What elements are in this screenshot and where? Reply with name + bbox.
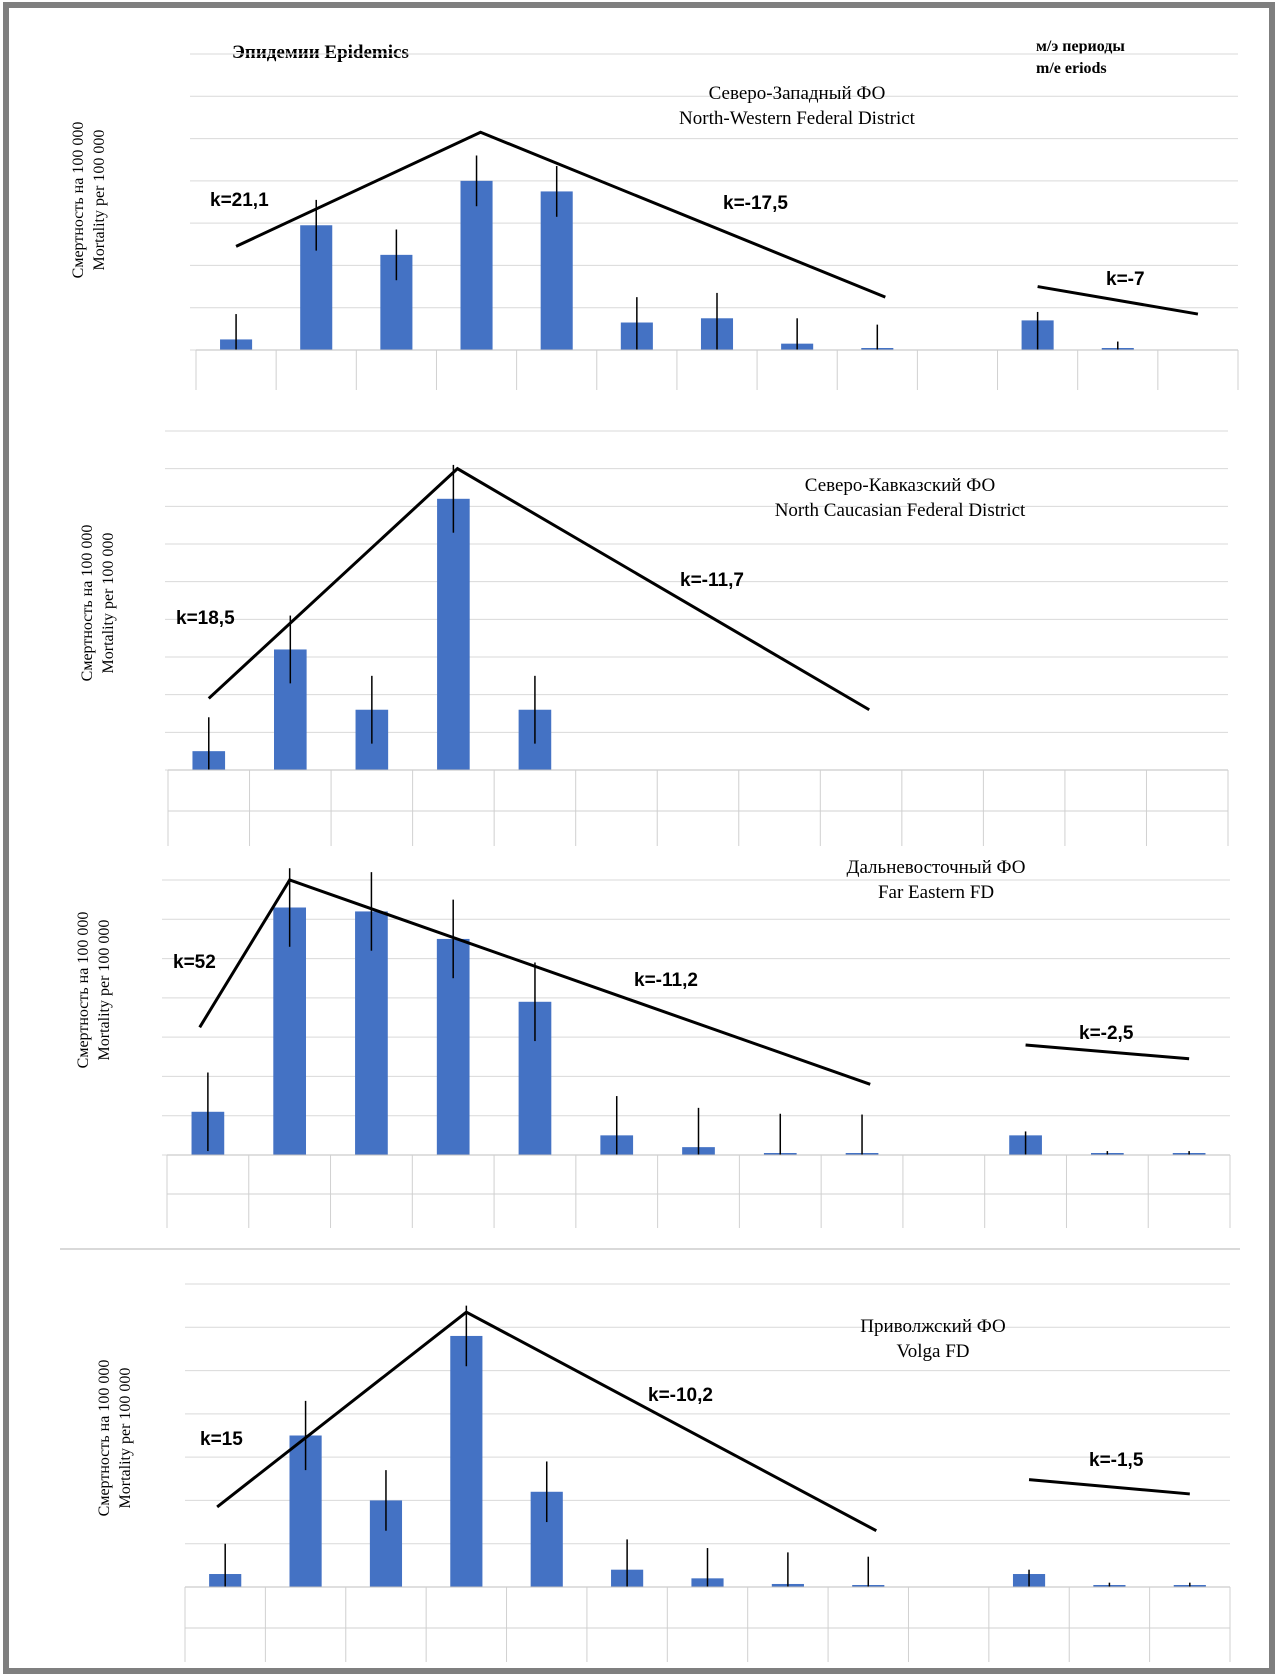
trend-label-rise: k=21,1: [210, 190, 269, 211]
y-axis-label-ru: Смертность на 100 000: [96, 1360, 113, 1517]
bar: [355, 911, 388, 1155]
trend-line: [235, 130, 886, 299]
trend-label-me: k=-7: [1106, 269, 1145, 290]
chart-title-en: North-Western Federal District: [679, 108, 916, 129]
epidemics-label: Эпидемии Epidemics: [232, 42, 409, 63]
bar: [273, 907, 307, 1155]
chart-title-ru: Приволжский ФО: [860, 1316, 1005, 1337]
trend-label-fall: k=-11,2: [634, 970, 698, 991]
bar: [460, 180, 493, 350]
chart-panel-north-western: Северо-Западный ФО North-Western Federal…: [70, 53, 1239, 390]
trend-label-me: k=-1,5: [1089, 1450, 1144, 1471]
chart-panel-volga: Приволжский ФО Volga FD k=15 k=-10,2 k=-…: [96, 1283, 1231, 1662]
y-axis-label-en: Mortality per 100 000: [96, 920, 113, 1061]
trend-label-me: k=-2,5: [1079, 1023, 1134, 1044]
trend-label-fall: k=-11,7: [680, 570, 744, 591]
chart-title-en: Far Eastern FD: [878, 882, 994, 903]
chart-title-ru: Дальневосточный ФО: [847, 857, 1026, 878]
chart-panel-north-caucasian: Северо-Кавказский ФО North Caucasian Fed…: [79, 430, 1229, 846]
bar: [540, 191, 573, 350]
chart-title-ru: Северо-Западный ФО: [709, 83, 886, 104]
trend-line: [207, 466, 870, 712]
chart-panel-far-eastern: Дальневосточный ФО Far Eastern FD k=52 k…: [75, 857, 1231, 1228]
trend-line: [1037, 285, 1199, 316]
trend-label-rise: k=18,5: [176, 608, 235, 629]
y-axis-label-en: Mortality per 100 000: [117, 1368, 134, 1509]
chart-title-en: Volga FD: [896, 1341, 969, 1362]
bar: [450, 1335, 483, 1587]
bar: [437, 498, 470, 770]
trend-label-fall: k=-10,2: [648, 1385, 713, 1406]
trend-label-rise: k=52: [173, 952, 216, 973]
me-periods-label-ru: м/э периоды: [1036, 38, 1125, 55]
y-axis-label-en: Mortality per 100 000: [100, 533, 117, 674]
trend-line: [1025, 1043, 1190, 1061]
chart-title-en: North Caucasian Federal District: [775, 500, 1026, 521]
y-axis-label-ru: Смертность на 100 000: [75, 912, 92, 1069]
me-periods-label-en: m/e eriods: [1036, 60, 1107, 77]
trend-line: [1028, 1478, 1190, 1496]
y-axis-label-ru: Смертность на 100 000: [79, 525, 96, 682]
chart-title-ru: Северо-Кавказский ФО: [805, 475, 995, 496]
y-axis-label-ru: Смертность на 100 000: [70, 122, 87, 279]
trend-label-rise: k=15: [200, 1429, 243, 1450]
figure-border: [3, 2, 1275, 1674]
trend-line: [198, 878, 871, 1086]
y-axis-label-en: Mortality per 100 000: [91, 130, 108, 271]
trend-line: [216, 1310, 878, 1533]
trend-label-fall: k=-17,5: [723, 193, 788, 214]
